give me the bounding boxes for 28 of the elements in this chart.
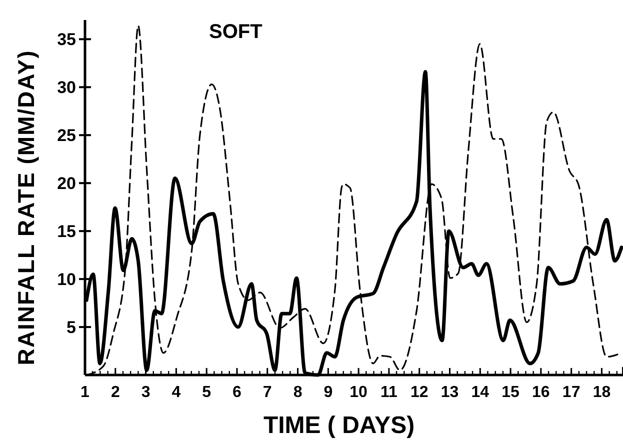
y-tick-label: 15 bbox=[57, 222, 76, 242]
x-tick-label: 1 bbox=[80, 384, 90, 401]
x-axis-title: TIME ( DAYS) bbox=[263, 412, 415, 439]
x-tick-label: 2 bbox=[110, 384, 120, 401]
x-tick-label: 8 bbox=[293, 384, 302, 401]
x-tick-label: 5 bbox=[202, 384, 212, 401]
y-tick-label: 5 bbox=[66, 318, 76, 338]
y-tick-label: 20 bbox=[57, 174, 76, 194]
x-tick-label: 11 bbox=[380, 384, 398, 401]
x-tick-label: 13 bbox=[440, 384, 459, 401]
x-tick-label: 3 bbox=[141, 384, 150, 401]
y-tick-label: 35 bbox=[57, 30, 76, 50]
y-tick-label: 10 bbox=[57, 270, 76, 290]
y-tick-label: 30 bbox=[57, 78, 76, 98]
x-tick-label: 12 bbox=[410, 384, 428, 401]
x-tick-label: 6 bbox=[232, 384, 242, 401]
x-tick-label: 7 bbox=[262, 384, 272, 401]
x-tick-label: 10 bbox=[350, 384, 368, 401]
x-tick-label: 16 bbox=[532, 384, 550, 401]
x-tick-label: 4 bbox=[172, 384, 181, 401]
y-tick-label: 25 bbox=[57, 126, 76, 146]
x-tick-label: 9 bbox=[324, 384, 333, 401]
chart-title: SOFT bbox=[209, 21, 262, 43]
x-tick-label: 14 bbox=[471, 384, 490, 401]
x-tick-label: 15 bbox=[502, 384, 520, 401]
x-tick-label: 17 bbox=[562, 384, 580, 401]
x-tick-label: 18 bbox=[592, 384, 611, 401]
y-axis-title: RAINFALL RATE (MM/DAY) bbox=[13, 50, 39, 366]
